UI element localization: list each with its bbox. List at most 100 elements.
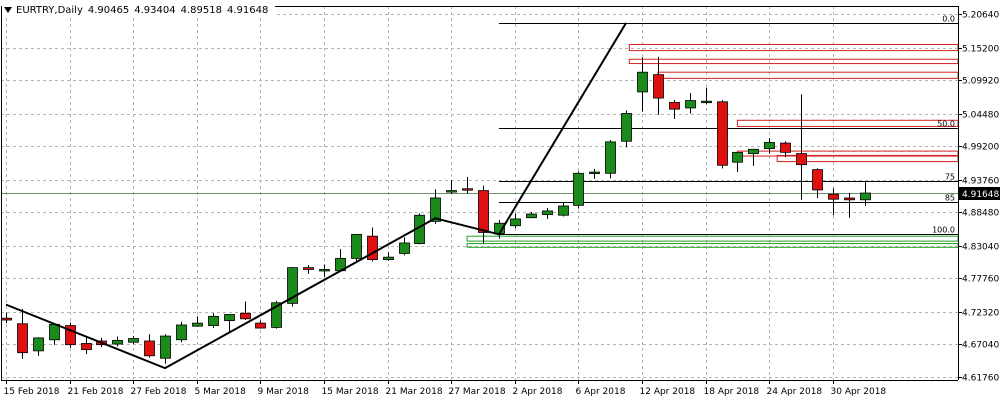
- y-tick-label: 5.09920: [962, 77, 999, 87]
- bear-candle-body: [717, 101, 728, 166]
- x-tick-label: 6 Apr 2018: [576, 387, 626, 397]
- candle: [287, 267, 298, 307]
- open-value: 4.90465: [87, 4, 130, 16]
- candle: [192, 316, 203, 327]
- bull-candle-body: [701, 100, 712, 104]
- y-tick-label: 5.15200: [962, 45, 999, 55]
- x-tick-label: 30 Apr 2018: [831, 387, 887, 397]
- bull-candle-body: [526, 213, 537, 219]
- bear-candle-body: [669, 102, 680, 110]
- zigzag-line: [5, 22, 627, 370]
- candle: [701, 87, 712, 105]
- candle: [780, 141, 791, 158]
- bull-candle-body: [192, 322, 203, 327]
- bear-candle-body: [812, 169, 823, 191]
- bull-candle-body: [605, 141, 616, 174]
- y-tick-label: 4.83040: [962, 243, 999, 253]
- bear-candle-body: [462, 188, 473, 191]
- candles: [1, 56, 871, 364]
- y-tick-label: 4.61760: [962, 374, 999, 384]
- candle: [669, 99, 680, 120]
- current-price-label: 4.91648: [962, 190, 999, 200]
- bear-candle-body: [1, 317, 12, 321]
- bull-candle-body: [49, 323, 60, 341]
- fib-level-label: 85: [945, 194, 955, 203]
- fib-level-label: 75: [945, 173, 955, 182]
- bull-candle-body: [446, 190, 457, 193]
- candle: [303, 265, 314, 274]
- y-tick-label: 4.67040: [962, 341, 999, 351]
- y-tick-label: 4.77760: [962, 275, 999, 285]
- y-axis: 5.20640 5.15200 5.09920 5.04480 4.99200 4.937…: [958, 11, 999, 384]
- bull-candle-body: [208, 315, 219, 326]
- y-tick-label: 4.93760: [962, 177, 999, 187]
- candle: [828, 188, 839, 216]
- bull-candle-body: [287, 267, 298, 304]
- bull-candle-body: [383, 256, 394, 261]
- bear-candle-body: [17, 323, 28, 354]
- candle: [478, 185, 489, 244]
- x-tick-label: 15 Mar 2018: [322, 387, 379, 397]
- candle: [573, 171, 584, 209]
- bull-candle-body: [224, 314, 235, 322]
- bull-candle-body: [399, 242, 410, 254]
- candle: [621, 110, 632, 148]
- bull-candle-body: [748, 148, 759, 154]
- candle: [224, 314, 235, 332]
- bear-candle-body: [653, 74, 664, 99]
- candle: [144, 334, 155, 358]
- candle: [860, 181, 871, 206]
- y-tick-label: 4.99200: [962, 143, 999, 153]
- fib-level-label: 100.0: [932, 226, 955, 235]
- candle: [685, 93, 696, 114]
- candle: [17, 308, 28, 359]
- candle: [208, 313, 219, 329]
- x-tick-label: 15 Feb 2018: [4, 387, 60, 397]
- bull-candle-body: [732, 151, 743, 163]
- current-price-badge: 4.91648: [959, 187, 1000, 200]
- bear-candle-body: [240, 312, 251, 320]
- bull-candle-body: [621, 113, 632, 142]
- candle: [399, 237, 410, 256]
- candle: [462, 177, 473, 194]
- bull-candle-body: [351, 233, 362, 259]
- candle: [732, 151, 743, 173]
- high-value: 4.93404: [134, 4, 176, 16]
- bear-candle-body: [478, 190, 489, 233]
- triangle-down-icon[interactable]: [4, 7, 12, 13]
- bull-candle-body: [319, 269, 330, 272]
- x-tick-label: 18 Apr 2018: [704, 387, 760, 397]
- candle: [176, 321, 187, 343]
- bull-candle-body: [510, 218, 521, 227]
- bear-candle-body: [303, 267, 314, 270]
- fib-level-label: 0.0: [942, 15, 955, 24]
- bull-candle-body: [573, 172, 584, 206]
- candle: [526, 212, 537, 219]
- x-tick-label: 5 Mar 2018: [195, 387, 247, 397]
- candle: [367, 227, 378, 262]
- bull-candle-body: [128, 338, 139, 343]
- bull-candle-body: [637, 71, 648, 93]
- candle: [812, 168, 823, 198]
- bear-candle-body: [65, 325, 76, 346]
- bull-candle-body: [33, 337, 44, 352]
- bear-candle-body: [81, 343, 92, 351]
- candle: [637, 57, 648, 112]
- bear-candle-body: [844, 197, 855, 201]
- x-tick-label: 2 Apr 2018: [513, 387, 563, 397]
- symbol-label: EURTRY,Daily: [16, 4, 83, 16]
- candle: [383, 252, 394, 261]
- x-axis: 15 Feb 2018 21 Feb 2018 27 Feb 2018 5 Mar 2…: [4, 380, 887, 397]
- candle: [65, 322, 76, 348]
- candle: [319, 264, 330, 277]
- candle: [446, 180, 457, 194]
- candle: [796, 94, 807, 200]
- candle: [160, 334, 171, 364]
- bear-candle-body: [255, 322, 266, 329]
- bear-candle-body: [796, 153, 807, 166]
- bull-candle-body: [430, 197, 441, 222]
- candle: [81, 336, 92, 354]
- candle: [351, 233, 362, 261]
